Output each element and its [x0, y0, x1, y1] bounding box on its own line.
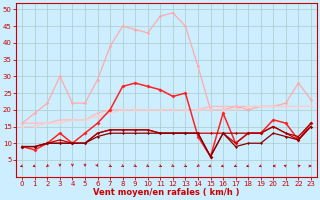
X-axis label: Vent moyen/en rafales ( km/h ): Vent moyen/en rafales ( km/h ): [93, 188, 240, 197]
